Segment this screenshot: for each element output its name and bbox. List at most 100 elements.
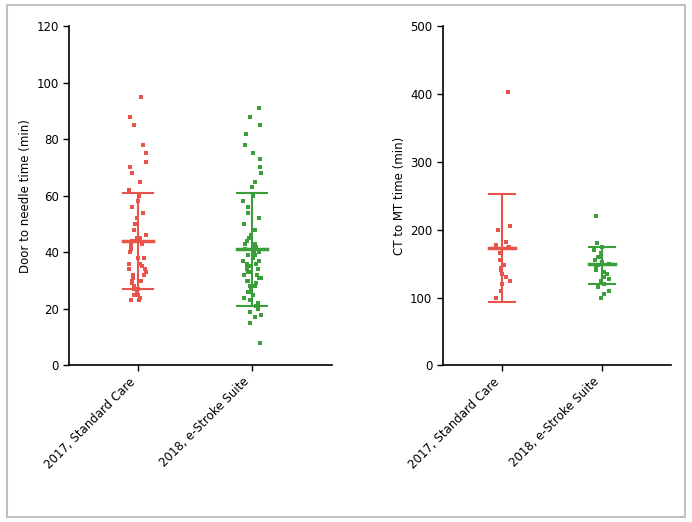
Point [591, 263, 602, 271]
Point [241, 129, 252, 138]
Point [133, 296, 144, 304]
Point [134, 192, 145, 200]
Point [495, 250, 506, 258]
Point [242, 268, 253, 276]
Point [124, 186, 135, 194]
Point [592, 283, 603, 291]
Point [125, 240, 136, 248]
Point [141, 268, 152, 276]
Point [128, 271, 139, 279]
Point [250, 251, 261, 259]
Point [127, 279, 138, 288]
Point [241, 259, 252, 268]
Point [255, 310, 266, 318]
Point [595, 253, 606, 261]
Point [247, 254, 258, 262]
Point [255, 274, 266, 282]
Point [590, 212, 601, 220]
Point [253, 248, 264, 256]
Point [240, 240, 251, 248]
Point [241, 265, 252, 274]
Point [134, 177, 145, 186]
Point [125, 112, 136, 121]
Point [242, 277, 253, 285]
Point [491, 293, 502, 302]
Point [495, 256, 506, 264]
Point [131, 214, 143, 222]
Point [246, 183, 257, 192]
Point [130, 220, 141, 228]
Point [244, 319, 255, 327]
Point [496, 280, 507, 288]
Point [248, 242, 260, 251]
Point [598, 268, 609, 276]
Point [242, 251, 253, 259]
Point [242, 262, 253, 270]
Point [139, 254, 150, 262]
Point [502, 244, 513, 252]
Point [599, 273, 610, 281]
Point [136, 262, 147, 270]
Point [140, 158, 152, 166]
Point [250, 240, 261, 248]
Point [246, 285, 257, 293]
Point [592, 261, 603, 269]
Point [503, 88, 514, 96]
Point [592, 239, 603, 247]
Point [596, 250, 607, 258]
Y-axis label: Door to needle time (min): Door to needle time (min) [19, 119, 33, 272]
Point [243, 277, 254, 285]
Point [140, 231, 152, 240]
Point [244, 234, 255, 242]
Point [133, 285, 144, 293]
Point [504, 277, 515, 285]
Point [595, 293, 606, 302]
Point [249, 245, 260, 254]
Point [126, 242, 137, 251]
Point [127, 237, 138, 245]
Point [254, 214, 265, 222]
Point [254, 155, 265, 163]
Point [133, 291, 144, 299]
Point [255, 121, 266, 129]
Point [140, 149, 152, 158]
Point [251, 279, 262, 288]
Point [247, 192, 258, 200]
Point [126, 245, 137, 254]
Point [253, 104, 264, 112]
Point [129, 285, 140, 293]
Point [253, 299, 264, 307]
Point [132, 254, 143, 262]
Point [498, 261, 509, 269]
Point [138, 209, 149, 217]
Point [131, 288, 142, 296]
Point [124, 248, 135, 256]
Point [134, 234, 145, 242]
Point [598, 280, 609, 288]
Point [593, 253, 604, 261]
Point [131, 234, 143, 242]
Point [245, 296, 256, 304]
Point [246, 231, 257, 240]
Point [129, 282, 140, 290]
Point [245, 282, 256, 290]
Point [247, 149, 258, 158]
Point [140, 265, 151, 274]
Point [136, 240, 147, 248]
Point [238, 257, 249, 265]
Point [129, 121, 140, 129]
Point [237, 197, 248, 206]
Point [129, 291, 140, 299]
Y-axis label: CT to MT time (min): CT to MT time (min) [393, 137, 406, 255]
Point [255, 169, 266, 177]
Point [251, 242, 262, 251]
Point [127, 203, 138, 211]
Point [134, 259, 145, 268]
Point [500, 273, 511, 281]
Point [239, 271, 250, 279]
Point [495, 264, 506, 272]
Point [253, 274, 264, 282]
Point [249, 282, 260, 290]
Point [138, 141, 149, 149]
Point [492, 226, 503, 234]
